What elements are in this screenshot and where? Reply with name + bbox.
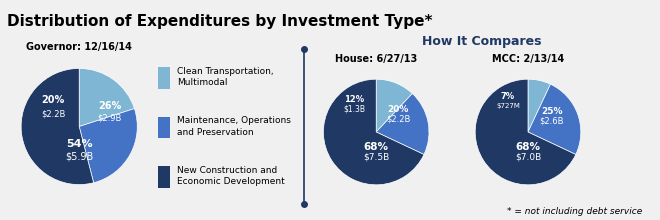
Text: $2.9B: $2.9B [97,113,121,122]
Text: 20%: 20% [387,105,409,114]
Wedge shape [323,79,424,185]
Text: 68%: 68% [515,142,541,152]
Text: How It Compares: How It Compares [422,35,542,48]
Text: $7.5B: $7.5B [363,152,389,161]
Wedge shape [528,84,581,154]
Wedge shape [475,79,576,185]
Wedge shape [79,68,135,126]
Wedge shape [79,108,137,183]
Title: MCC: 2/13/14: MCC: 2/13/14 [492,54,564,64]
FancyBboxPatch shape [158,117,170,138]
Text: 12%: 12% [344,95,364,104]
Text: $2.6B: $2.6B [539,117,564,126]
Text: 26%: 26% [98,101,121,111]
Text: $7.0B: $7.0B [515,152,541,161]
Text: 54%: 54% [66,139,92,149]
Text: $1.3B: $1.3B [343,104,365,113]
FancyBboxPatch shape [158,67,170,88]
Text: $5.9B: $5.9B [65,152,93,162]
Wedge shape [21,68,94,185]
Text: $727M: $727M [496,103,520,109]
Text: Clean Transportation,
Multimodal: Clean Transportation, Multimodal [178,67,274,87]
Wedge shape [528,79,550,132]
Wedge shape [376,94,429,154]
Text: 25%: 25% [541,107,562,116]
FancyBboxPatch shape [158,166,170,187]
Text: Maintenance, Operations
and Preservation: Maintenance, Operations and Preservation [178,116,291,137]
Text: * = not including debt service: * = not including debt service [507,207,642,216]
Text: 68%: 68% [364,142,389,152]
Text: 7%: 7% [501,92,515,101]
Wedge shape [376,79,412,132]
Text: $2.2B: $2.2B [386,115,411,124]
Title: House: 6/27/13: House: 6/27/13 [335,54,417,64]
Text: 20%: 20% [42,95,65,105]
Text: Distribution of Expenditures by Investment Type*: Distribution of Expenditures by Investme… [7,14,432,29]
Text: $2.2B: $2.2B [41,109,65,118]
Text: New Construction and
Economic Development: New Construction and Economic Developmen… [178,166,285,186]
Title: Governor: 12/16/14: Governor: 12/16/14 [26,42,132,52]
